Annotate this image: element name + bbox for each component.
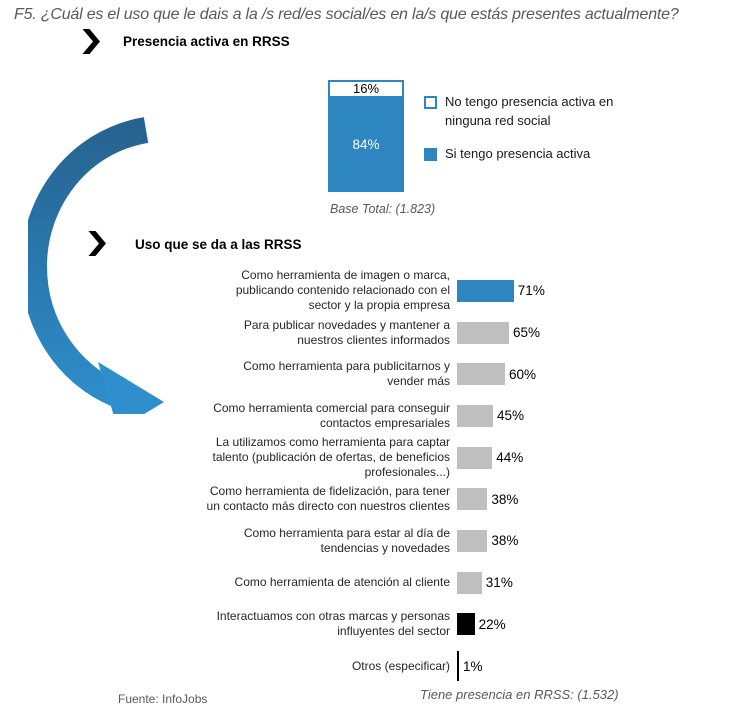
bar-value-label: 44% [496, 450, 524, 466]
bar-row: Otros (especificar) 1% [150, 645, 710, 687]
bar-category-label: La utilizamos como herramienta para capt… [212, 435, 451, 480]
bar-row: Como herramienta de atención al cliente … [150, 562, 710, 604]
bar-category-label: Como herramienta para publicitarnos y ve… [243, 359, 450, 389]
bar-row: Como herramienta comercial para consegui… [150, 395, 710, 437]
chevron-right-icon [82, 29, 101, 54]
bar-category-label: Como herramienta de imagen o marca, publ… [235, 268, 450, 313]
question-title: F5. ¿Cuál es el uso que le dais a la /s … [14, 6, 679, 23]
segment-yes-presence: 84% [328, 97, 404, 192]
bar [457, 613, 475, 636]
bar [457, 446, 493, 469]
base-total-note: Base Total: (1.823) [330, 202, 436, 216]
bar [457, 404, 493, 427]
bar-row: Como herramienta para estar al día de te… [150, 520, 710, 562]
legend-label-yes-presence: Si tengo presencia activa [445, 145, 591, 161]
legend-swatch-outline-icon [424, 96, 437, 109]
chevron-right-icon [88, 231, 107, 256]
presence-base-note: Tiene presencia en RRSS: (1.532) [420, 687, 619, 702]
bar-row: Como herramienta para publicitarnos y ve… [150, 353, 710, 395]
bar [457, 651, 459, 682]
presence-legend: No tengo presencia activa en ninguna red… [424, 93, 654, 178]
legend-label-no-presence: No tengo presencia activa en ninguna red… [445, 94, 614, 128]
bar-value-label: 22% [478, 616, 506, 632]
segment-no-presence-label: 16% [352, 81, 380, 97]
bar-category-label: Para publicar novedades y mantener a nue… [243, 317, 450, 347]
bar-row: Para publicar novedades y mantener a nue… [150, 312, 710, 354]
legend-item-no-presence: No tengo presencia activa en ninguna red… [424, 93, 654, 131]
bar-row: La utilizamos como herramienta para capt… [150, 435, 710, 480]
segment-no-presence: 16% [328, 80, 404, 98]
usage-section-heading: Uso que se da a las RRSS [135, 237, 302, 252]
legend-item-yes-presence: Si tengo presencia activa [424, 145, 654, 164]
bar [457, 279, 514, 302]
bar [457, 321, 509, 344]
bar [457, 363, 505, 386]
bar-value-label: 31% [485, 575, 513, 591]
bar-value-label: 45% [497, 408, 525, 424]
bar-value-label: 71% [517, 283, 545, 299]
curved-arrow-graphic [20, 114, 178, 430]
segment-yes-presence-label: 84% [352, 137, 380, 153]
bar-value-label: 1% [463, 658, 483, 674]
source-note: Fuente: InfoJobs [118, 692, 208, 706]
bar-row: Como herramienta de fidelización, para t… [150, 478, 710, 520]
bar [457, 488, 488, 511]
bar-value-label: 65% [513, 325, 541, 341]
legend-swatch-filled-icon [424, 147, 437, 161]
bar-category-label: Como herramienta de atención al cliente [234, 575, 450, 590]
bar [457, 529, 488, 552]
presence-stacked-bar: 16% 84% [328, 80, 404, 192]
bar-value-label: 60% [509, 366, 537, 382]
bar-row: Interactuamos con otras marcas y persona… [150, 604, 710, 646]
usage-bar-chart: Como herramienta de imagen o marca, publ… [150, 268, 710, 687]
bar-category-label: Otros (especificar) [351, 658, 450, 673]
bar-value-label: 38% [491, 491, 519, 507]
bar-category-label: Como herramienta comercial para consegui… [213, 400, 450, 430]
bar-category-label: Interactuamos con otras marcas y persona… [216, 609, 450, 639]
bar-value-label: 38% [491, 533, 519, 549]
bar-category-label: Como herramienta para estar al día de te… [243, 525, 450, 555]
bar [457, 571, 482, 594]
bar-row: Como herramienta de imagen o marca, publ… [150, 268, 710, 313]
presence-section-heading: Presencia activa en RRSS [123, 34, 290, 49]
bar-category-label: Como herramienta de fidelización, para t… [206, 484, 450, 514]
